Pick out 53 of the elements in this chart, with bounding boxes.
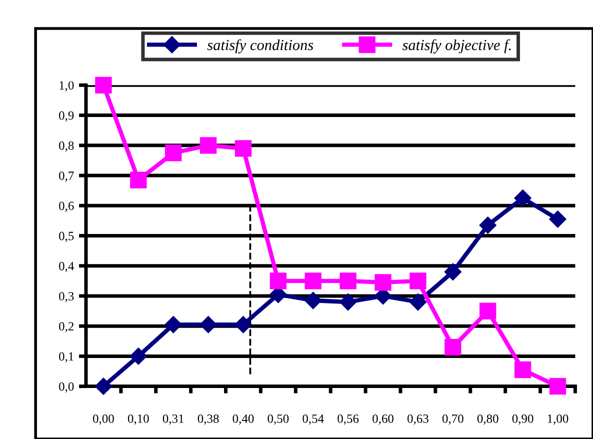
x-tick-label: 0,40 xyxy=(232,414,254,425)
x-tick-label: 0,38 xyxy=(198,414,219,425)
x-tick-label: 0,10 xyxy=(128,414,149,425)
y-tick-label: 1,0 xyxy=(60,81,74,92)
point xyxy=(270,272,287,290)
y-tick-label: 0,5 xyxy=(59,232,74,242)
y-tick-label: 0,2 xyxy=(59,322,74,332)
y-tick-label: 0,8 xyxy=(59,141,74,152)
point xyxy=(304,272,322,290)
point xyxy=(549,378,566,395)
point xyxy=(340,272,356,290)
y-tick-label: 0,1 xyxy=(59,352,74,362)
y-tick-label: 0,7 xyxy=(59,172,74,182)
x-tick-label: 1,00 xyxy=(548,414,568,425)
point xyxy=(95,76,112,94)
y-tick-label: 0,6 xyxy=(59,202,74,212)
point xyxy=(549,210,566,228)
point xyxy=(444,263,462,280)
x-tick-label: 0,80 xyxy=(477,414,498,425)
point xyxy=(234,316,252,334)
x-tick-label: 0,50 xyxy=(268,414,289,425)
point xyxy=(200,316,217,334)
y-tick-label: 0,0 xyxy=(59,382,74,393)
legend-label: satisfy conditions xyxy=(207,39,314,54)
point xyxy=(410,272,426,290)
x-tick-label: 0,60 xyxy=(372,414,394,425)
point xyxy=(444,338,462,356)
x-tick-label: 0,56 xyxy=(338,414,359,425)
point xyxy=(94,378,112,395)
point xyxy=(234,140,252,157)
y-tick-label: 0,4 xyxy=(59,262,74,272)
point xyxy=(479,216,496,234)
point xyxy=(514,361,532,378)
point xyxy=(514,190,532,207)
point xyxy=(164,316,182,334)
point xyxy=(480,302,496,320)
legend-label: satisfy objective f. xyxy=(402,39,511,54)
point xyxy=(130,172,147,188)
point xyxy=(304,292,322,310)
x-tick-label: 0,63 xyxy=(408,414,428,425)
x-tick-label: 0,00 xyxy=(92,414,114,425)
x-tick-label: 0,31 xyxy=(162,414,184,425)
point xyxy=(130,348,147,365)
point xyxy=(409,293,427,311)
x-tick-label: 0,90 xyxy=(512,414,534,425)
point xyxy=(200,137,217,154)
point xyxy=(374,274,392,291)
y-tick-label: 0,9 xyxy=(59,111,74,122)
point xyxy=(165,144,182,162)
point xyxy=(340,293,357,311)
x-tick-label: 0,54 xyxy=(302,414,324,425)
x-tick-label: 0,70 xyxy=(442,414,464,425)
y-tick-label: 0,3 xyxy=(59,292,74,302)
